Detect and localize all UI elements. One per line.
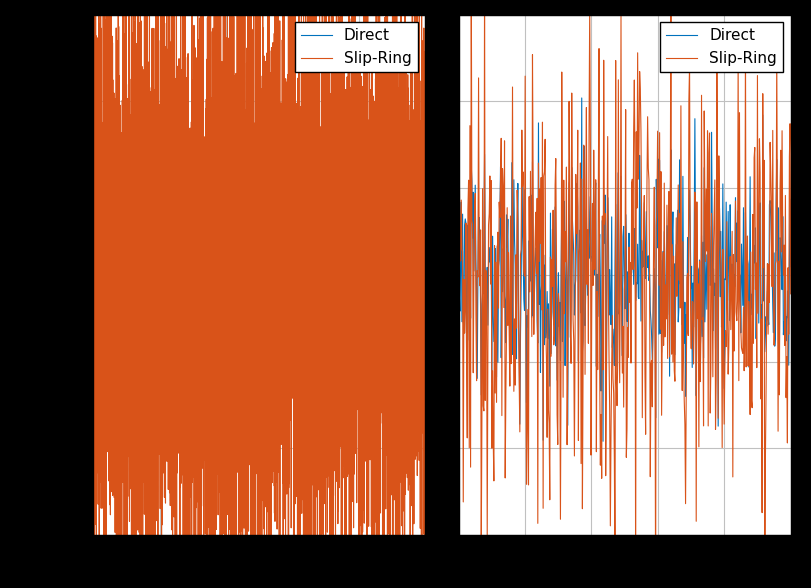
Direct [281, 101, 290, 108]
Direct [88, 250, 98, 257]
Direct [216, 175, 225, 182]
Slip-Ring [786, 290, 796, 298]
Legend: Direct, Slip-Ring: Direct, Slip-Ring [295, 22, 418, 72]
Direct [613, 220, 623, 228]
Direct [599, 437, 608, 445]
Slip-Ring [148, 25, 158, 32]
Direct [362, 204, 371, 211]
Line: Slip-Ring: Slip-Ring [93, 0, 426, 588]
Direct [105, 412, 115, 419]
Direct [635, 152, 645, 159]
Line: Direct: Direct [458, 98, 791, 441]
Legend: Direct, Slip-Ring: Direct, Slip-Ring [660, 22, 783, 72]
Line: Direct: Direct [93, 105, 426, 416]
Slip-Ring [652, 201, 662, 208]
Direct [653, 244, 663, 251]
Slip-Ring [453, 165, 463, 172]
Direct [148, 178, 158, 185]
Direct [727, 260, 737, 268]
Slip-Ring [614, 297, 624, 304]
Slip-Ring [727, 278, 736, 285]
Slip-Ring [337, 290, 346, 298]
Direct [421, 308, 431, 315]
Slip-Ring [362, 192, 371, 199]
Direct [304, 225, 314, 232]
Direct [288, 354, 298, 361]
Direct [786, 263, 796, 270]
Slip-Ring [634, 145, 644, 152]
Slip-Ring [421, 176, 431, 183]
Direct [577, 95, 586, 102]
Slip-Ring [216, 74, 225, 81]
Slip-Ring [612, 402, 622, 409]
Direct [779, 318, 789, 325]
Slip-Ring [304, 549, 314, 556]
Direct [615, 300, 624, 308]
Direct [453, 313, 463, 320]
Line: Slip-Ring: Slip-Ring [458, 0, 791, 588]
Direct [337, 359, 346, 366]
Slip-Ring [779, 242, 789, 249]
Slip-Ring [88, 334, 98, 341]
